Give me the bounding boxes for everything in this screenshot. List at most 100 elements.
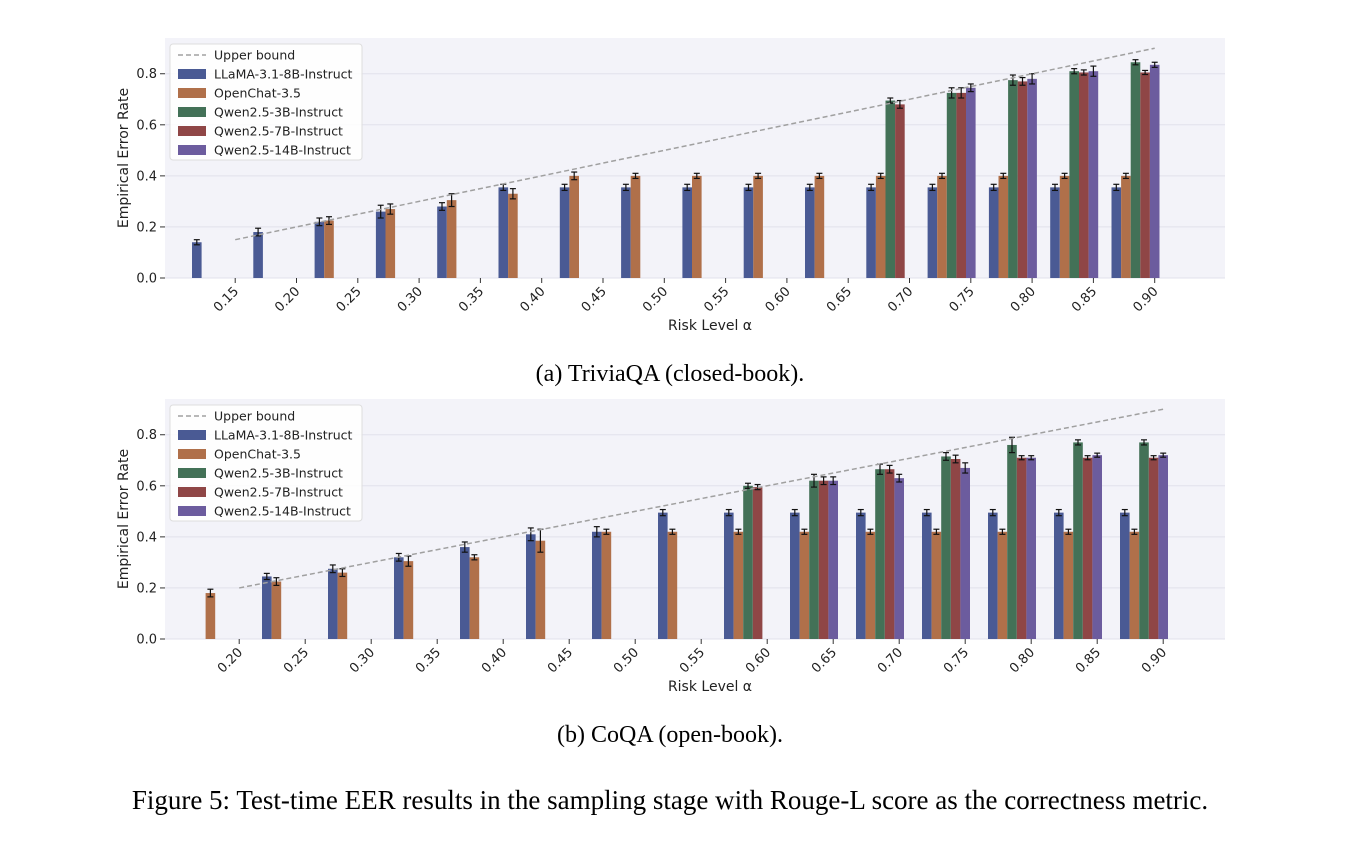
- legend-label-qwen2-5-7b-instruct: Qwen2.5-7B-Instruct: [214, 124, 343, 139]
- bar-openchat-3-5: [998, 175, 1009, 278]
- legend-label-qwen2-5-14b-instruct: Qwen2.5-14B-Instruct: [214, 143, 351, 158]
- caption-coqa: (b) CoQA (open-book).: [557, 722, 783, 748]
- y-axis-label: Empirical Error Rate: [116, 449, 132, 589]
- bar-openchat-3-5: [508, 193, 518, 278]
- bar-openchat-3-5: [733, 531, 744, 639]
- x-tick-label: 0.20: [215, 645, 246, 676]
- bar-openchat-3-5: [753, 175, 763, 278]
- bar-openchat-3-5: [1129, 531, 1140, 639]
- legend-swatch-openchat-3-5: [178, 449, 206, 459]
- legend-swatch-qwen2-5-14b-instruct: [178, 145, 206, 155]
- bar-openchat-3-5: [469, 557, 480, 639]
- bar-qwen2-5-3b-instruct: [885, 100, 896, 278]
- bar-openchat-3-5: [385, 209, 396, 278]
- bar-llama-3-1-8b-instruct: [1120, 512, 1130, 639]
- bar-qwen2-5-3b-instruct: [1139, 442, 1149, 639]
- upper-bound-line: [239, 408, 1164, 589]
- bar-qwen2-5-14b-instruct: [1158, 455, 1168, 639]
- x-tick-label: 0.45: [545, 645, 576, 676]
- x-tick-label: 0.90: [1130, 284, 1161, 315]
- x-tick-label: 0.15: [211, 284, 242, 315]
- bar-qwen2-5-7b-instruct: [1017, 81, 1028, 278]
- x-tick-label: 0.75: [941, 645, 972, 676]
- bar-openchat-3-5: [692, 175, 702, 278]
- bar-qwen2-5-7b-instruct: [1016, 457, 1027, 639]
- x-tick-label: 0.30: [347, 645, 378, 676]
- bar-qwen2-5-3b-instruct: [1008, 80, 1018, 279]
- x-axis-label: Risk Level α: [668, 679, 752, 695]
- bar-qwen2-5-3b-instruct: [1007, 444, 1017, 639]
- legend-label-qwen2-5-7b-instruct: Qwen2.5-7B-Instruct: [214, 485, 343, 500]
- bar-llama-3-1-8b-instruct: [658, 512, 668, 639]
- legend-label-qwen2-5-14b-instruct: Qwen2.5-14B-Instruct: [214, 504, 351, 519]
- bar-qwen2-5-3b-instruct: [946, 92, 957, 278]
- bar-openchat-3-5: [337, 572, 348, 639]
- bar-openchat-3-5: [446, 200, 457, 278]
- x-tick-label: 0.20: [272, 284, 303, 315]
- bar-qwen2-5-14b-instruct: [960, 467, 970, 639]
- bar-qwen2-5-3b-instruct: [809, 480, 819, 639]
- y-tick-label: 0.6: [136, 479, 157, 494]
- bar-qwen2-5-7b-instruct: [1140, 72, 1150, 279]
- bar-llama-3-1-8b-instruct: [394, 557, 404, 639]
- bar-qwen2-5-14b-instruct: [1092, 455, 1102, 639]
- legend-label-upper-bound: Upper bound: [214, 409, 295, 424]
- bar-llama-3-1-8b-instruct: [988, 187, 999, 278]
- x-tick-label: 0.80: [1008, 284, 1039, 315]
- bar-qwen2-5-14b-instruct: [894, 478, 904, 639]
- bar-qwen2-5-7b-instruct: [1082, 457, 1093, 639]
- bar-llama-3-1-8b-instruct: [437, 206, 447, 278]
- x-tick-label: 0.80: [1007, 645, 1038, 676]
- y-tick-label: 0.2: [136, 220, 157, 235]
- bar-llama-3-1-8b-instruct: [724, 512, 734, 639]
- bar-qwen2-5-7b-instruct: [950, 459, 961, 639]
- bar-llama-3-1-8b-instruct: [460, 547, 470, 639]
- bar-llama-3-1-8b-instruct: [790, 512, 800, 639]
- x-tick-label: 0.70: [885, 284, 916, 315]
- bar-openchat-3-5: [799, 531, 810, 639]
- legend-label-openchat-3-5: OpenChat-3.5: [214, 86, 301, 101]
- bar-llama-3-1-8b-instruct: [682, 187, 692, 278]
- bar-llama-3-1-8b-instruct: [526, 534, 536, 639]
- legend-box: [169, 404, 363, 522]
- bar-llama-3-1-8b-instruct: [559, 187, 570, 278]
- bar-openchat-3-5: [667, 531, 678, 639]
- x-tick-label: 0.85: [1073, 645, 1104, 676]
- bar-llama-3-1-8b-instruct: [922, 512, 932, 639]
- x-tick-label: 0.55: [677, 645, 708, 676]
- x-tick-label: 0.50: [640, 284, 671, 315]
- bar-openchat-3-5: [865, 531, 876, 639]
- bar-openchat-3-5: [1121, 175, 1131, 278]
- legend-swatch-qwen2-5-7b-instruct: [178, 126, 206, 136]
- bar-llama-3-1-8b-instruct: [262, 576, 272, 639]
- bar-openchat-3-5: [814, 175, 825, 278]
- bar-openchat-3-5: [1059, 175, 1070, 278]
- bar-llama-3-1-8b-instruct: [375, 211, 386, 278]
- bar-llama-3-1-8b-instruct: [743, 187, 754, 278]
- chart-triviaqa: 0.0 0.2 0.4 0.6 0.8 Empirical Error Rate 0.15 0…: [116, 38, 1225, 334]
- x-tick-label: 0.45: [579, 284, 610, 315]
- legend-swatch-openchat-3-5: [178, 88, 206, 98]
- figure-caption: Figure 5: Test-time EER results in the s…: [132, 785, 1208, 815]
- x-tick-label: 0.40: [479, 645, 510, 676]
- bar-qwen2-5-7b-instruct: [818, 480, 829, 639]
- bar-openchat-3-5: [271, 581, 282, 639]
- x-tick-label: 0.40: [517, 284, 548, 315]
- y-tick-label: 0.2: [136, 581, 157, 596]
- x-tick-label: 0.25: [334, 284, 365, 315]
- legend-swatch-qwen2-5-3b-instruct: [178, 107, 206, 117]
- legend-label-llama-3-1-8b-instruct: LLaMA-3.1-8B-Instruct: [214, 428, 353, 443]
- bar-llama-3-1-8b-instruct: [498, 187, 509, 278]
- bar-openchat-3-5: [403, 561, 414, 639]
- bar-llama-3-1-8b-instruct: [192, 242, 202, 278]
- x-axis-label: Risk Level α: [668, 318, 752, 334]
- bar-openchat-3-5: [535, 540, 546, 639]
- x-tick-label: 0.75: [947, 284, 978, 315]
- bar-openchat-3-5: [601, 531, 612, 639]
- legend-swatch-qwen2-5-7b-instruct: [178, 487, 206, 497]
- bar-llama-3-1-8b-instruct: [1054, 512, 1064, 639]
- legend-swatch-llama-3-1-8b-instruct: [178, 69, 206, 79]
- y-tick-label: 0.0: [136, 272, 157, 287]
- bar-qwen2-5-14b-instruct: [966, 87, 976, 278]
